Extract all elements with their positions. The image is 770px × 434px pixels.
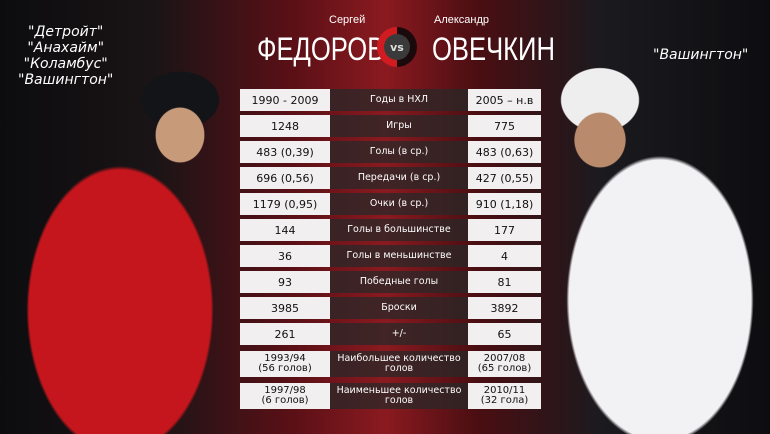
stat-label: Наименьшее количество голов: [330, 383, 468, 409]
stat-row: 483 (0,39) Голы (в ср.) 483 (0,63): [240, 141, 541, 163]
stat-row: 1997/98 (6 голов) Наименьшее количество г…: [240, 383, 541, 409]
team: "Вашингтон": [653, 47, 749, 63]
stat-row: 93 Победные голы 81: [240, 271, 541, 293]
team: "Коламбус": [23, 56, 108, 72]
vs-label: vs: [384, 34, 410, 60]
stat-label: +/-: [330, 323, 468, 345]
ovechkin-value: 81: [468, 271, 541, 293]
stat-row: 1179 (0,95) Очки (в ср.) 910 (1,18): [240, 193, 541, 215]
stats-table: 1990 - 2009 Годы в НХЛ 2005 – н.в 1248 Игры 7…: [240, 89, 541, 409]
ovechkin-value: 3892: [468, 297, 541, 319]
fedorov-photo: [0, 0, 250, 434]
fedorov-value: 483 (0,39): [240, 141, 330, 163]
stat-row: 3985 Броски 3892: [240, 297, 541, 319]
stat-row: 144 Голы в большинстве 177: [240, 219, 541, 241]
ovechkin-value: 2005 – н.в: [468, 89, 541, 111]
stat-label: Голы в меньшинстве: [330, 245, 468, 267]
ovechkin-value: 4: [468, 245, 541, 267]
ovechkin-first-name: Александр: [434, 14, 490, 26]
stat-label: Очки (в ср.): [330, 193, 468, 215]
ovechkin-value: 775: [468, 115, 541, 137]
ovechkin-value: 177: [468, 219, 541, 241]
stat-label: Броски: [330, 297, 468, 319]
fedorov-value: 1997/98 (6 голов): [240, 383, 330, 409]
ovechkin-value: 483 (0,63): [468, 141, 541, 163]
fedorov-value: 93: [240, 271, 330, 293]
stat-row: 36 Голы в меньшинстве 4: [240, 245, 541, 267]
fedorov-last-name: ФЕДОРОВ: [257, 31, 385, 67]
stat-label: Голы в большинстве: [330, 219, 468, 241]
ovechkin-value: 65: [468, 323, 541, 345]
team: "Вашингтон": [18, 72, 114, 88]
stat-row: 696 (0,56) Передачи (в ср.) 427 (0,55): [240, 167, 541, 189]
stat-row: 1990 - 2009 Годы в НХЛ 2005 – н.в: [240, 89, 541, 111]
stat-label: Игры: [330, 115, 468, 137]
fedorov-value: 1179 (0,95): [240, 193, 330, 215]
team: "Детройт": [28, 24, 104, 40]
fedorov-value: 261: [240, 323, 330, 345]
fedorov-value: 1993/94 (56 голов): [240, 351, 330, 377]
stat-row: 1993/94 (56 голов) Наибольшее количество …: [240, 351, 541, 377]
fedorov-value: 1990 - 2009: [240, 89, 330, 111]
fedorov-first-name: Сергей: [329, 14, 366, 26]
vs-badge: vs: [377, 27, 417, 67]
ovechkin-value: 2010/11 (32 гола): [468, 383, 541, 409]
stat-row: 261 +/- 65: [240, 323, 541, 345]
stat-label: Наибольшее количество голов: [330, 351, 468, 377]
fedorov-value: 144: [240, 219, 330, 241]
stat-row: 1248 Игры 775: [240, 115, 541, 137]
stat-label: Годы в НХЛ: [330, 89, 468, 111]
ovechkin-teams: "Вашингтон": [653, 47, 748, 63]
fedorov-value: 1248: [240, 115, 330, 137]
ovechkin-value: 2007/08 (65 голов): [468, 351, 541, 377]
fedorov-teams: "Детройт" "Анахайм" "Коламбус" "Вашингто…: [18, 24, 113, 88]
stat-label: Передачи (в ср.): [330, 167, 468, 189]
stat-label: Победные голы: [330, 271, 468, 293]
ovechkin-photo: [510, 0, 770, 434]
ovechkin-value: 910 (1,18): [468, 193, 541, 215]
fedorov-value: 36: [240, 245, 330, 267]
ovechkin-last-name: ОВЕЧКИН: [432, 31, 555, 67]
ovechkin-value: 427 (0,55): [468, 167, 541, 189]
fedorov-value: 3985: [240, 297, 330, 319]
team: "Анахайм": [27, 40, 105, 56]
stat-label: Голы (в ср.): [330, 141, 468, 163]
fedorov-value: 696 (0,56): [240, 167, 330, 189]
